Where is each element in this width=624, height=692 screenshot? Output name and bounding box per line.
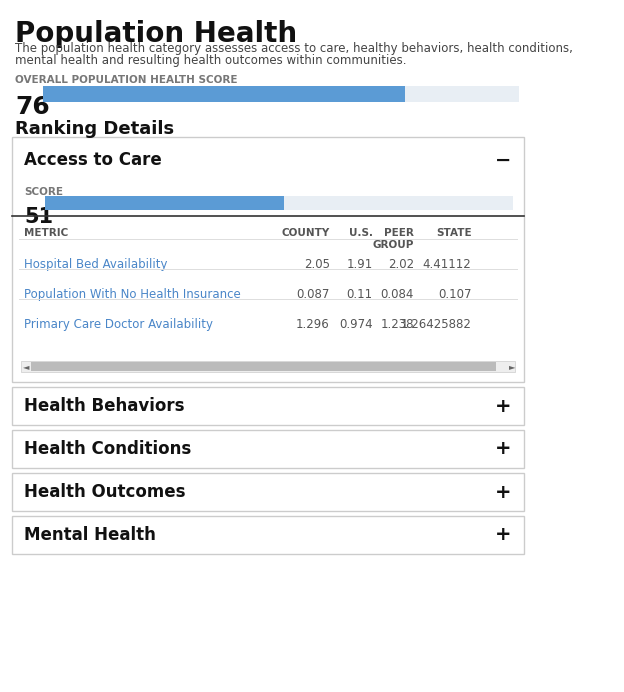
- Text: Access to Care: Access to Care: [24, 151, 162, 169]
- Bar: [12, 516, 524, 554]
- Bar: [21, 361, 515, 372]
- Text: PEER
GROUP: PEER GROUP: [373, 228, 414, 251]
- Text: Primary Care Doctor Availability: Primary Care Doctor Availability: [24, 318, 213, 331]
- Text: The population health category assesses access to care, healthy behaviors, healt: The population health category assesses …: [16, 42, 573, 55]
- Text: 76: 76: [16, 95, 50, 119]
- Text: 2.02: 2.02: [388, 258, 414, 271]
- Text: Population Health: Population Health: [16, 20, 298, 48]
- Text: COUNTY: COUNTY: [281, 228, 329, 238]
- Bar: [43, 86, 405, 102]
- Bar: [12, 430, 524, 468]
- Text: 0.084: 0.084: [381, 288, 414, 301]
- Bar: [12, 387, 524, 425]
- Text: 0.107: 0.107: [438, 288, 471, 301]
- Bar: [12, 137, 524, 382]
- Text: SCORE: SCORE: [24, 187, 63, 197]
- Text: 0.974: 0.974: [339, 318, 373, 331]
- Text: Health Outcomes: Health Outcomes: [24, 483, 185, 501]
- Text: Ranking Details: Ranking Details: [16, 120, 175, 138]
- Text: Health Behaviors: Health Behaviors: [24, 397, 185, 415]
- Text: Health Conditions: Health Conditions: [24, 440, 192, 458]
- Bar: [43, 86, 519, 102]
- Text: Population With No Health Insurance: Population With No Health Insurance: [24, 288, 241, 301]
- Bar: [12, 473, 524, 511]
- Text: STATE: STATE: [436, 228, 471, 238]
- Text: −: −: [495, 151, 512, 170]
- Text: U.S.: U.S.: [349, 228, 373, 238]
- Text: mental health and resulting health outcomes within communities.: mental health and resulting health outco…: [16, 54, 407, 67]
- Text: +: +: [495, 482, 512, 502]
- Text: 1.26425882: 1.26425882: [401, 318, 471, 331]
- Text: Mental Health: Mental Health: [24, 526, 156, 544]
- Bar: [31, 362, 496, 371]
- Text: OVERALL POPULATION HEALTH SCORE: OVERALL POPULATION HEALTH SCORE: [16, 75, 238, 85]
- Bar: [45, 196, 514, 210]
- Text: +: +: [495, 397, 512, 415]
- Bar: [45, 196, 284, 210]
- Text: 0.087: 0.087: [296, 288, 329, 301]
- Text: ◄: ◄: [23, 362, 30, 371]
- Text: 51: 51: [24, 207, 53, 227]
- Text: 2.05: 2.05: [304, 258, 329, 271]
- Text: METRIC: METRIC: [24, 228, 68, 238]
- Text: +: +: [495, 439, 512, 459]
- Text: Hospital Bed Availability: Hospital Bed Availability: [24, 258, 167, 271]
- Text: 1.91: 1.91: [346, 258, 373, 271]
- Text: 1.296: 1.296: [296, 318, 329, 331]
- Text: +: +: [495, 525, 512, 545]
- Text: 0.11: 0.11: [346, 288, 373, 301]
- Text: 4.41112: 4.41112: [422, 258, 471, 271]
- Text: ►: ►: [509, 362, 516, 371]
- Text: 1.238: 1.238: [381, 318, 414, 331]
